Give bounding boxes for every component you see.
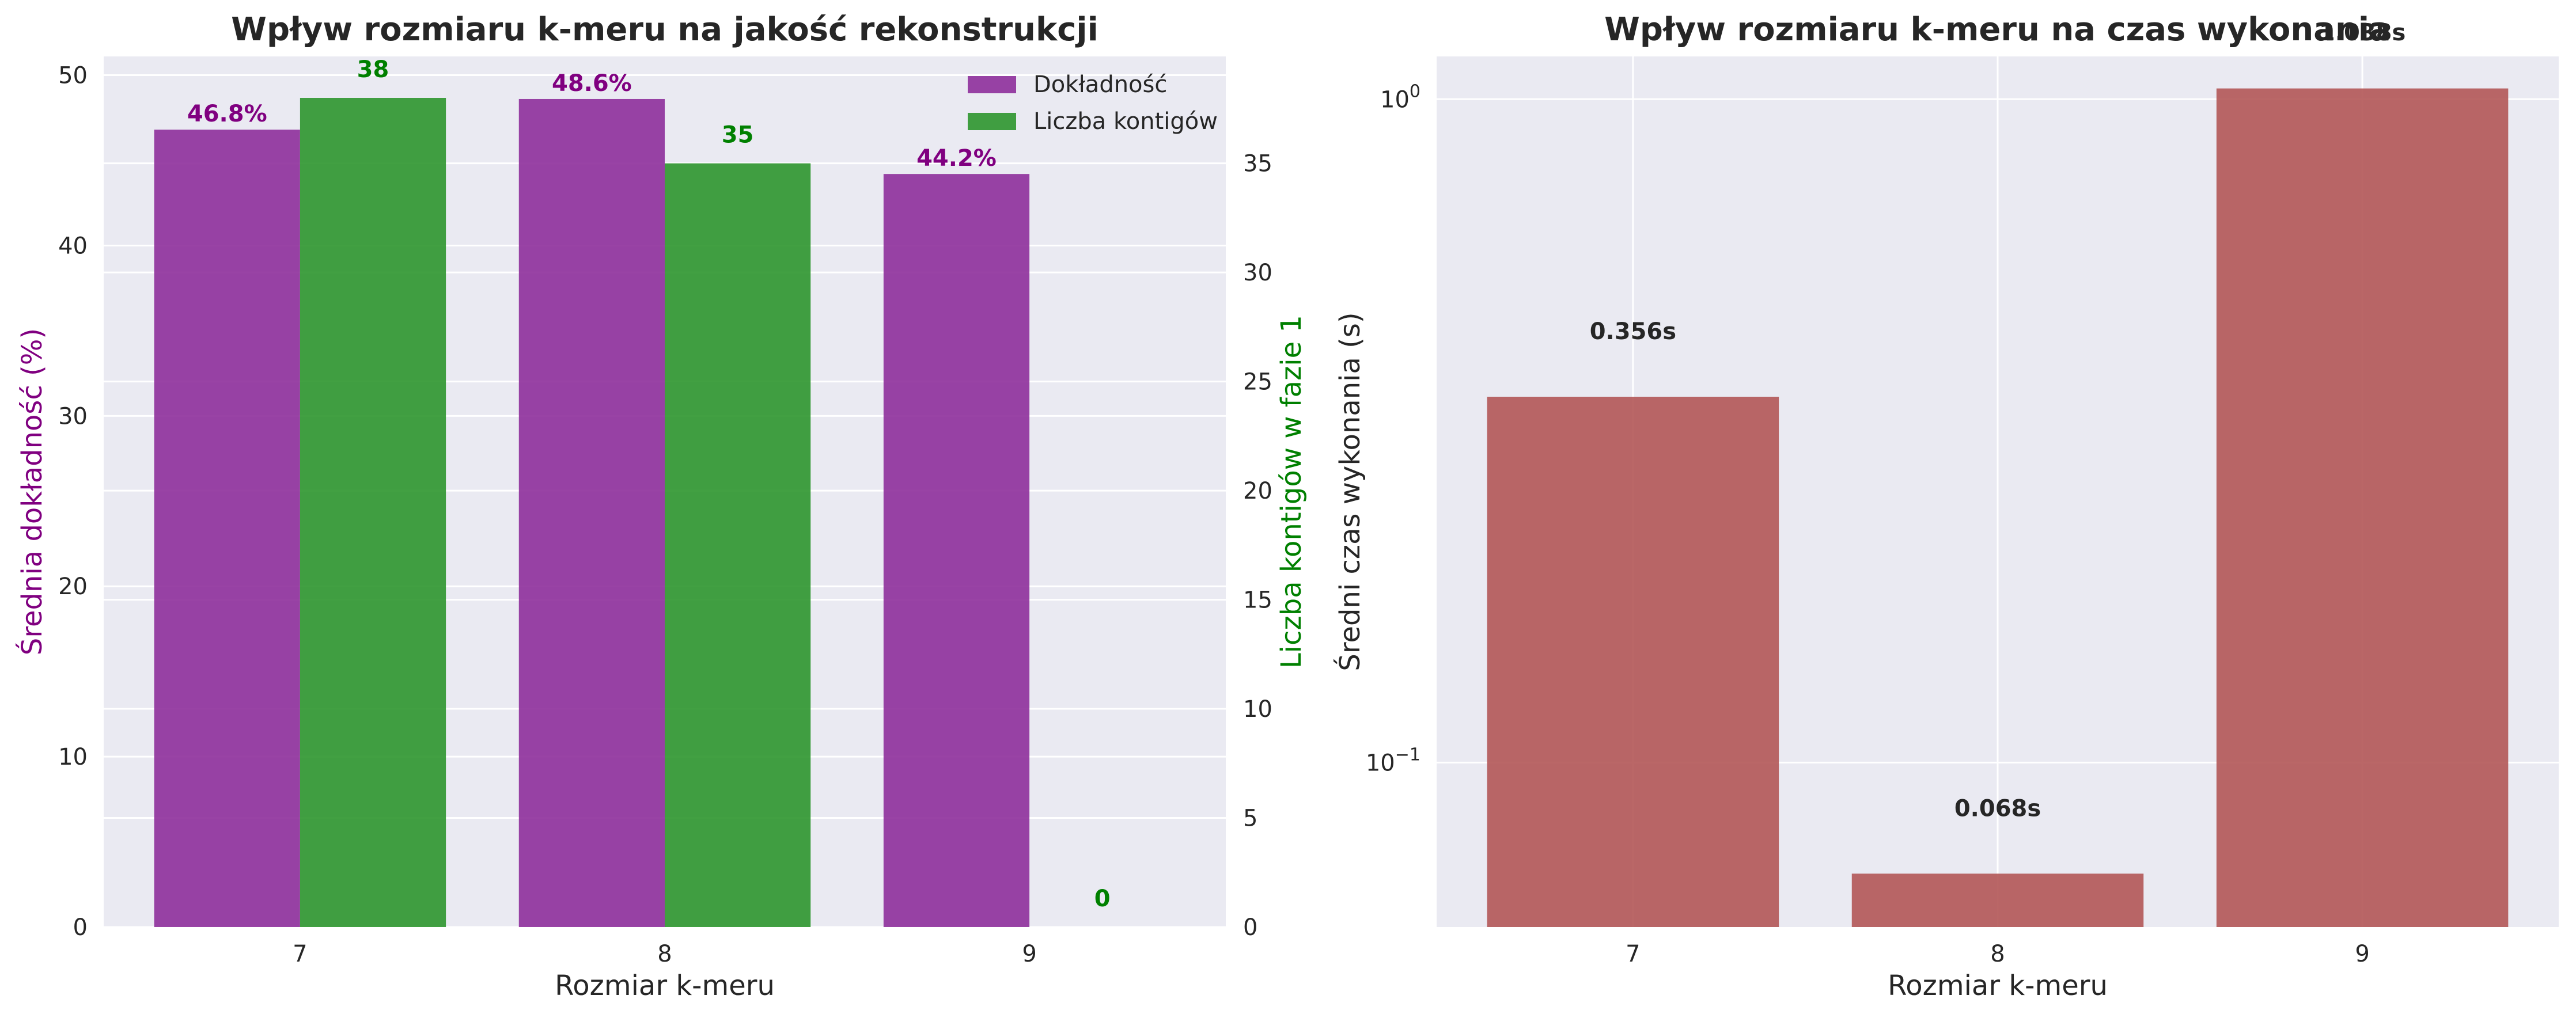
ticks-runtime: 100 10−1 7 8 9 [1366,81,2370,967]
y-axis-label-accuracy: Średnia dokładność (%) [16,328,48,655]
legend-label-contigs: Liczba kontigów [1033,108,1218,135]
y2-tick-label: 20 [1243,478,1272,504]
data-label-runtime: 0.356s [1590,318,1676,345]
y-tick-label: 20 [58,573,88,600]
x-axis-label-accuracy: Rozmiar k-meru [555,970,775,1002]
data-label-accuracy: 48.6% [552,70,632,97]
legend: Dokładność Liczba kontigów [968,71,1218,135]
bars-runtime [1487,88,2509,927]
y2-tick-label: 35 [1243,151,1272,177]
x-axis-label-runtime: Rozmiar k-meru [1888,970,2108,1002]
data-labels-accuracy: 46.8% 38 48.6% 35 44.2% 0 [187,56,1111,912]
chart-title-runtime: Wpływ rozmiaru k-meru na czas wykonania [1604,11,2391,48]
y-tick-label: 50 [58,63,88,89]
y-tick-label: 10 [58,744,88,770]
y-axis-label-runtime: Średni czas wykonania (s) [1334,312,1366,671]
y2-tick-label: 15 [1243,587,1272,614]
x-tick-label: 9 [2355,941,2369,967]
data-label-accuracy: 46.8% [187,101,267,127]
data-label-contigs: 0 [1094,886,1111,912]
legend-swatch-contigs [968,113,1016,130]
bar-contigs [300,98,446,927]
x-tick-label: 7 [293,941,307,967]
chart-title-accuracy: Wpływ rozmiaru k-meru na jakość rekonstr… [231,11,1098,48]
bar-contigs [665,163,811,927]
data-label-accuracy: 44.2% [916,145,997,172]
data-labels-runtime: 0.356s 0.068s 1.038s [1590,20,2406,822]
chart-accuracy: 0 10 20 30 40 50 0 5 10 15 20 25 30 35 7 8 9 46.8% 38 48.6… [16,11,1308,1002]
bar-runtime [2216,88,2509,927]
data-label-contigs: 35 [722,122,754,149]
y2-axis-label-contigs: Liczba kontigów w fazie 1 [1275,315,1308,668]
data-label-runtime: 1.038s [2319,20,2405,46]
y2-tick-label: 5 [1243,806,1257,832]
x-tick-label: 8 [657,941,672,967]
bar-accuracy [518,98,665,927]
y-tick-label: 100 [1380,81,1420,113]
legend-label-accuracy: Dokładność [1033,71,1167,98]
y2-tick-label: 25 [1243,369,1272,396]
bar-runtime [1487,397,1779,927]
bar-accuracy [883,174,1030,927]
y2-tick-label: 30 [1243,260,1272,286]
y-tick-label: 30 [58,403,88,430]
y2-tick-label: 10 [1243,696,1272,723]
x-tick-label: 8 [1990,941,2005,967]
bar-runtime [1851,873,2144,927]
ticks-accuracy: 0 10 20 30 40 50 0 5 10 15 20 25 30 35 7 8 9 [58,63,1272,967]
x-tick-label: 7 [1626,941,1640,967]
data-label-runtime: 0.068s [1954,795,2041,822]
legend-swatch-accuracy [968,76,1016,93]
bar-accuracy [154,130,300,927]
y-tick-label: 0 [73,914,88,941]
x-tick-label: 9 [1022,941,1036,967]
y-tick-label: 40 [58,233,88,259]
bars-accuracy [154,98,1030,927]
data-label-contigs: 38 [357,56,389,83]
y-tick-label: 10−1 [1366,744,1420,776]
y2-tick-label: 0 [1243,914,1257,941]
chart-runtime: 100 10−1 7 8 9 0.356s 0.068s 1.038s Wpływ rozm… [1334,11,2559,1002]
